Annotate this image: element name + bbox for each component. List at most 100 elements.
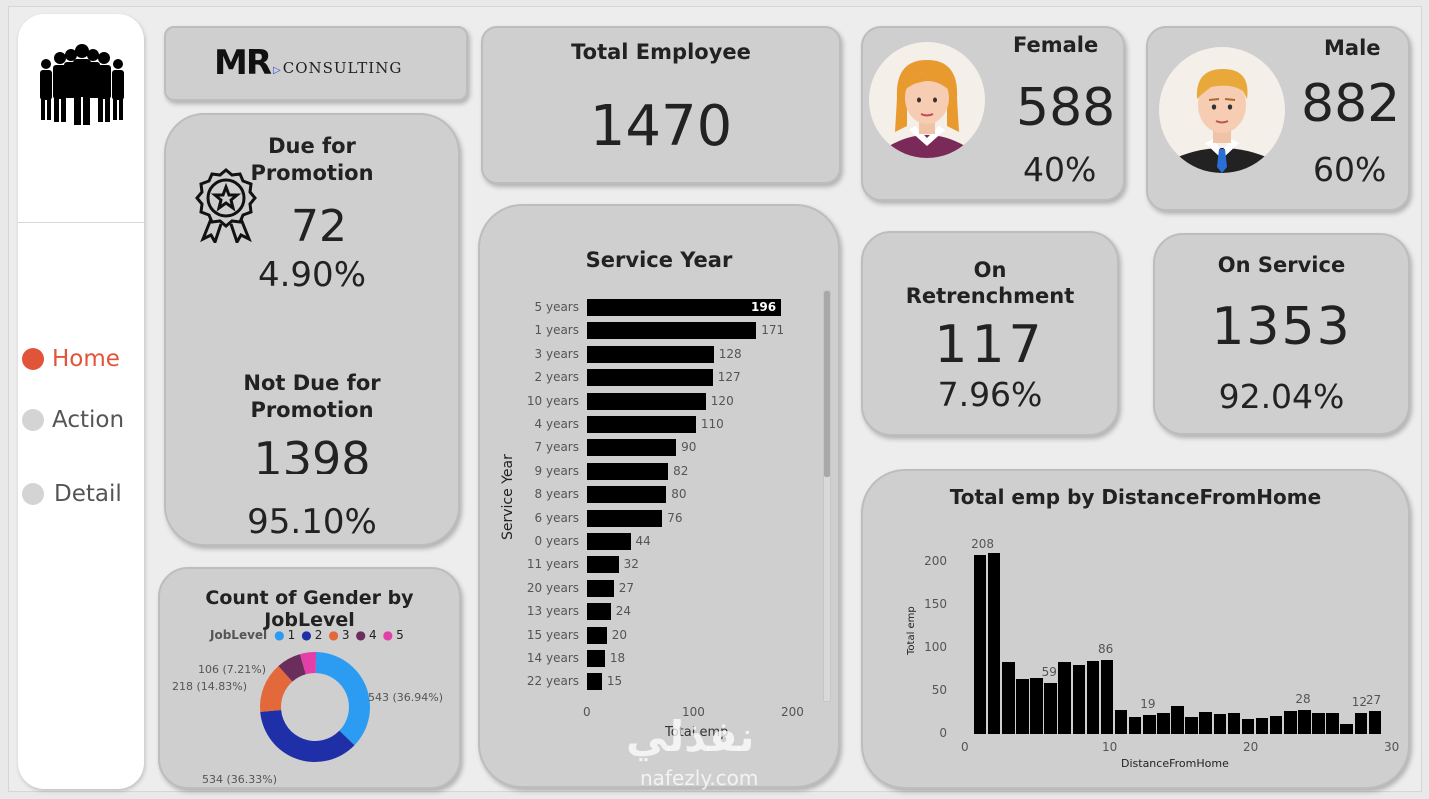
distance-column[interactable] (1326, 712, 1339, 734)
distance-column[interactable] (1185, 716, 1198, 734)
x-tick-label: 20 (1243, 740, 1259, 754)
distance-column[interactable] (1002, 661, 1015, 734)
service-bar[interactable] (587, 486, 667, 504)
y-tick-label: 200 (924, 554, 947, 568)
bar-value-label: 24 (615, 604, 632, 619)
bar-value-label: 110 (700, 417, 724, 431)
promotion-card: Due for Promotion 72 4.90% Not Due for P… (164, 113, 460, 546)
service-bar[interactable] (587, 392, 706, 410)
bar-category-label: 8 years (534, 487, 579, 502)
distance-column[interactable] (1241, 718, 1255, 734)
distance-column[interactable] (1086, 660, 1100, 734)
donut-slice[interactable] (260, 710, 355, 762)
donut-slice[interactable] (278, 654, 306, 682)
gender-joblevel-card: Count of Gender by JobLevel JobLevel ● 1 … (158, 567, 461, 789)
distance-column[interactable] (1143, 715, 1156, 734)
distance-column[interactable] (987, 552, 1001, 734)
left-nav: Home Action Detail (18, 14, 144, 789)
x-tick-label: 100 (682, 705, 705, 719)
bar-value-label: 82 (673, 463, 689, 478)
service-chart-title: Service Year (585, 248, 733, 272)
donut-slice[interactable] (260, 665, 293, 712)
slice-label: 534 (36.33%) (202, 773, 277, 786)
legend-entry: 2 (314, 628, 323, 642)
slice-label: 543 (36.94%) (368, 691, 443, 704)
x-tick-label: 30 (1384, 740, 1400, 754)
watermark-arabic: نفذلي (626, 712, 755, 761)
scrollbar-thumb[interactable] (824, 291, 830, 477)
service-bar[interactable] (587, 509, 663, 527)
distance-column[interactable] (1199, 711, 1212, 734)
distance-column[interactable] (1298, 709, 1311, 734)
bar-value-label: 90 (681, 440, 697, 455)
bar-value-label: 20 (611, 627, 628, 642)
service-bar[interactable] (587, 322, 757, 340)
bar-category-label: 5 years (534, 300, 579, 314)
detail-dot-icon (22, 483, 44, 505)
bar-value-label: 128 (718, 346, 742, 361)
bar-category-label: 7 years (534, 440, 579, 455)
distance-column[interactable] (1016, 678, 1029, 734)
service-bar[interactable] (587, 603, 611, 621)
distance-column[interactable] (1213, 714, 1227, 734)
service-bar[interactable] (587, 673, 602, 691)
nav-item-label: Detail (54, 481, 122, 507)
distance-column[interactable] (1100, 660, 1114, 734)
service-bar[interactable] (587, 556, 619, 574)
column-data-label: 19 (1140, 697, 1156, 712)
service-scrollbar[interactable] (823, 290, 831, 702)
retrenchment-title-line-1: On (973, 258, 1007, 282)
service-bar[interactable] (587, 650, 605, 667)
distance-x-label: DistanceFromHome (1121, 757, 1229, 770)
service-year-card: Service Year Service Year 5 years 196 1 ye… (478, 204, 840, 788)
bar-category-label: 20 years (526, 580, 579, 595)
service-bar[interactable] (587, 533, 631, 550)
female-avatar (869, 42, 985, 158)
donut-slice[interactable] (315, 652, 370, 746)
bar-value-label: 18 (609, 651, 626, 665)
nav-item-home[interactable]: Home (22, 346, 120, 372)
service-bar[interactable] (587, 345, 714, 363)
nav-item-detail[interactable]: Detail (22, 481, 122, 507)
gender-donut-chart: 543 (36.94%) 534 (36.33%) 218 (14.83%) 1… (172, 652, 443, 786)
nav-item-action[interactable]: Action (22, 407, 124, 433)
distance-column[interactable] (1072, 665, 1086, 734)
distance-column[interactable] (973, 555, 987, 734)
distance-column[interactable] (1340, 723, 1353, 734)
service-bar[interactable] (587, 579, 614, 597)
x-tick-label: 200 (781, 705, 804, 719)
distance-column[interactable] (1269, 715, 1283, 734)
bar-value-label: 127 (717, 370, 741, 385)
service-bar[interactable] (587, 439, 677, 457)
distance-column[interactable] (1044, 683, 1057, 734)
distance-column[interactable] (1114, 709, 1128, 734)
column-data-label: 28 (1295, 691, 1311, 706)
donut-slice[interactable] (300, 652, 317, 675)
distance-column[interactable] (1284, 710, 1297, 734)
legend-entry: 1 (287, 628, 296, 642)
service-bar[interactable] (587, 416, 696, 433)
nav-item-label: Home (52, 346, 120, 372)
distance-column[interactable] (1030, 678, 1043, 734)
distance-column[interactable] (1354, 713, 1368, 734)
service-bar[interactable] (587, 462, 669, 480)
column-data-label: 12 (1351, 695, 1368, 710)
service-bar[interactable] (587, 369, 713, 387)
nav-item-label: Action (52, 407, 125, 433)
bar-category-label: 10 years (526, 393, 579, 408)
distance-column[interactable] (1255, 717, 1269, 734)
column-data-label: 208 (971, 537, 994, 552)
distance-column[interactable] (1171, 706, 1184, 734)
due-promotion-pct: 4.90% (257, 255, 366, 295)
distance-column[interactable] (1227, 713, 1241, 734)
distance-column[interactable] (1312, 712, 1325, 734)
play-triangle-icon: ▷ (273, 65, 281, 76)
distance-column[interactable] (1368, 710, 1382, 734)
distance-column[interactable] (1157, 712, 1170, 734)
distance-column[interactable] (1128, 716, 1142, 734)
due-title-line-2: Promotion (250, 161, 374, 185)
service-bar[interactable] (587, 626, 607, 644)
service-bar[interactable] (587, 299, 782, 316)
bar-category-label: 9 years (534, 463, 579, 478)
distance-column[interactable] (1058, 661, 1071, 734)
